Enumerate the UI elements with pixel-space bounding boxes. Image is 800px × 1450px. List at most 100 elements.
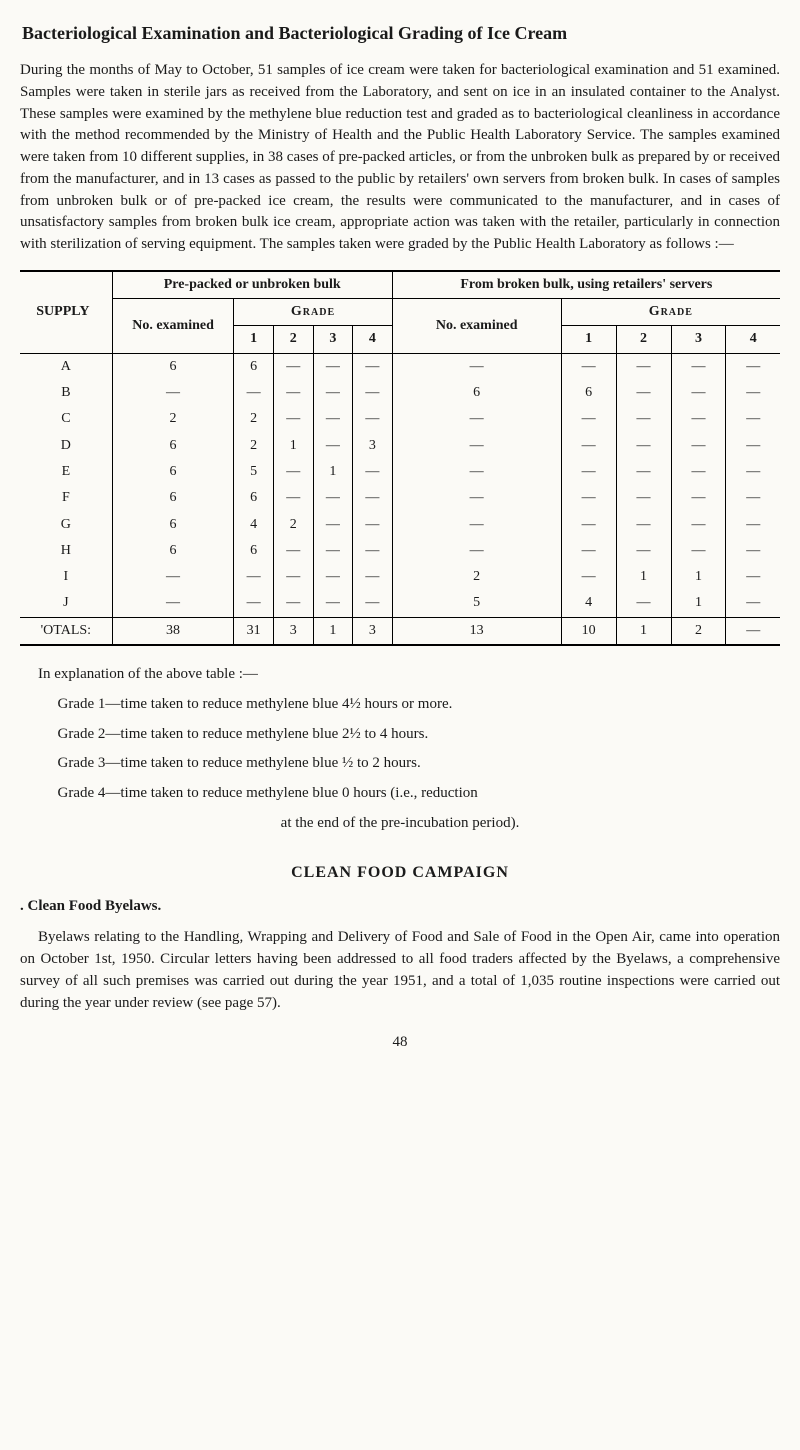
table-cell: — bbox=[561, 433, 616, 459]
table-cell: 4 bbox=[234, 512, 274, 538]
table-cell: 1 bbox=[671, 590, 726, 617]
table-cell: C bbox=[20, 406, 112, 432]
tot-r-3: 2 bbox=[671, 617, 726, 645]
table-cell: — bbox=[313, 406, 353, 432]
table-cell: 1 bbox=[616, 564, 671, 590]
table-row: D621—3————— bbox=[20, 433, 780, 459]
table-cell: — bbox=[561, 353, 616, 380]
page-title: Bacteriological Examination and Bacterio… bbox=[20, 20, 780, 46]
table-cell: — bbox=[353, 564, 393, 590]
table-cell: — bbox=[392, 433, 561, 459]
table-cell: — bbox=[392, 512, 561, 538]
table-cell: 6 bbox=[561, 380, 616, 406]
table-cell: 2 bbox=[112, 406, 234, 432]
table-cell: — bbox=[353, 353, 393, 380]
table-cell: — bbox=[561, 406, 616, 432]
table-cell: — bbox=[726, 590, 780, 617]
tot-l-4: 3 bbox=[353, 617, 393, 645]
table-cell: — bbox=[392, 406, 561, 432]
table-cell: — bbox=[671, 406, 726, 432]
table-cell: — bbox=[353, 485, 393, 511]
col-r3: 3 bbox=[671, 326, 726, 353]
grade-line-4: Grade 4—time taken to reduce methylene b… bbox=[20, 783, 780, 805]
table-cell: — bbox=[561, 564, 616, 590]
table-row: J—————54—1— bbox=[20, 590, 780, 617]
table-cell: A bbox=[20, 353, 112, 380]
table-cell: 6 bbox=[112, 353, 234, 380]
table-cell: — bbox=[616, 353, 671, 380]
table-cell: — bbox=[313, 485, 353, 511]
table-cell: — bbox=[671, 380, 726, 406]
table-cell: — bbox=[561, 538, 616, 564]
table-cell: — bbox=[234, 590, 274, 617]
table-cell: — bbox=[392, 459, 561, 485]
table-cell: — bbox=[616, 406, 671, 432]
table-cell: — bbox=[273, 353, 313, 380]
table-cell: J bbox=[20, 590, 112, 617]
table-row: C22———————— bbox=[20, 406, 780, 432]
table-cell: — bbox=[273, 564, 313, 590]
table-cell: — bbox=[616, 380, 671, 406]
table-cell: — bbox=[616, 590, 671, 617]
page-number: 48 bbox=[20, 1032, 780, 1054]
table-cell: 6 bbox=[112, 485, 234, 511]
grade-line-5: at the end of the pre-incubation period)… bbox=[20, 813, 780, 835]
table-cell: — bbox=[726, 459, 780, 485]
col-r4: 4 bbox=[726, 326, 780, 353]
tot-l-3: 1 bbox=[313, 617, 353, 645]
table-cell: — bbox=[561, 512, 616, 538]
table-cell: — bbox=[112, 590, 234, 617]
table-row: F66———————— bbox=[20, 485, 780, 511]
col-r1: 1 bbox=[561, 326, 616, 353]
table-cell: — bbox=[353, 538, 393, 564]
table-cell: 2 bbox=[273, 512, 313, 538]
table-cell: — bbox=[561, 485, 616, 511]
table-cell: — bbox=[273, 590, 313, 617]
table-cell: — bbox=[112, 380, 234, 406]
table-cell: 6 bbox=[112, 459, 234, 485]
table-cell: — bbox=[726, 538, 780, 564]
table-cell: — bbox=[313, 590, 353, 617]
table-cell: 1 bbox=[273, 433, 313, 459]
table-cell: — bbox=[353, 459, 393, 485]
grading-table: SUPPLY Pre-packed or unbroken bulk From … bbox=[20, 270, 780, 646]
section-heading: CLEAN FOOD CAMPAIGN bbox=[20, 861, 780, 884]
table-cell: — bbox=[313, 433, 353, 459]
table-cell: — bbox=[616, 433, 671, 459]
table-cell: — bbox=[561, 459, 616, 485]
tot-r-ex: 13 bbox=[392, 617, 561, 645]
table-cell: 6 bbox=[112, 538, 234, 564]
table-cell: 2 bbox=[392, 564, 561, 590]
left-group-header: Pre-packed or unbroken bulk bbox=[112, 271, 392, 299]
table-row: G642——————— bbox=[20, 512, 780, 538]
table-row: B—————66——— bbox=[20, 380, 780, 406]
table-cell: — bbox=[671, 433, 726, 459]
table-cell: F bbox=[20, 485, 112, 511]
table-cell: — bbox=[671, 512, 726, 538]
table-row: A66———————— bbox=[20, 353, 780, 380]
table-cell: 5 bbox=[392, 590, 561, 617]
byelaws-subheading: . Clean Food Byelaws. bbox=[20, 896, 780, 918]
table-cell: — bbox=[313, 538, 353, 564]
table-cell: — bbox=[616, 485, 671, 511]
table-cell: B bbox=[20, 380, 112, 406]
table-cell: E bbox=[20, 459, 112, 485]
table-cell: — bbox=[234, 380, 274, 406]
table-cell: 6 bbox=[392, 380, 561, 406]
table-cell: — bbox=[313, 380, 353, 406]
tot-l-ex: 38 bbox=[112, 617, 234, 645]
table-cell: 2 bbox=[234, 406, 274, 432]
tot-r-4: — bbox=[726, 617, 780, 645]
table-cell: — bbox=[353, 406, 393, 432]
table-cell: I bbox=[20, 564, 112, 590]
no-examined-left: No. examined bbox=[112, 299, 234, 354]
grade-line-1: Grade 1—time taken to reduce methylene b… bbox=[20, 694, 780, 716]
tot-l-2: 3 bbox=[273, 617, 313, 645]
table-cell: — bbox=[392, 485, 561, 511]
table-cell: — bbox=[392, 353, 561, 380]
table-cell: — bbox=[353, 590, 393, 617]
table-cell: — bbox=[671, 485, 726, 511]
table-cell: — bbox=[112, 564, 234, 590]
tot-l-1: 31 bbox=[234, 617, 274, 645]
table-cell: — bbox=[273, 380, 313, 406]
